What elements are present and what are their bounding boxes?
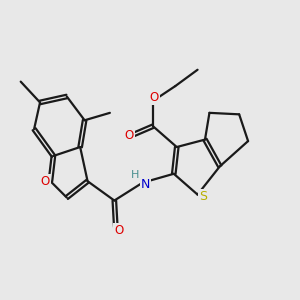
Text: N: N (141, 178, 150, 191)
Text: H: H (131, 170, 139, 180)
Text: O: O (40, 175, 50, 188)
Text: S: S (199, 190, 207, 202)
Text: O: O (114, 224, 123, 237)
Text: O: O (150, 92, 159, 104)
Text: O: O (124, 129, 134, 142)
